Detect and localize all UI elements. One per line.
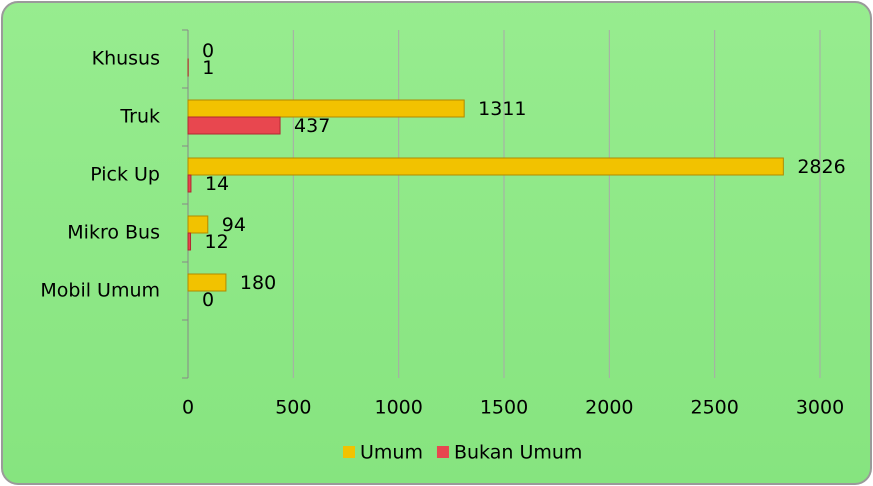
bar [187, 232, 192, 251]
y-tick-label: Mikro Bus [67, 222, 160, 244]
data-label: 12 [205, 231, 229, 253]
legend-label: Umum [360, 442, 423, 464]
data-label: 437 [294, 115, 330, 137]
x-tick-label: 500 [275, 397, 311, 419]
x-tick-label: 1500 [480, 397, 528, 419]
bar [187, 99, 465, 118]
bar [187, 215, 209, 234]
x-tick-label: 2500 [690, 397, 738, 419]
x-tick-label: 2000 [585, 397, 633, 419]
y-tick-label: Mobil Umum [40, 280, 160, 302]
data-label: 1311 [478, 98, 526, 120]
x-tick-label: 0 [182, 397, 194, 419]
y-tick-label: Khusus [92, 48, 160, 70]
data-label: 180 [240, 272, 276, 294]
y-tick-label: Pick Up [90, 164, 160, 186]
data-label: 2826 [797, 156, 845, 178]
y-tick-label: Truk [119, 106, 160, 128]
data-label: 14 [205, 173, 229, 195]
legend-label: Bukan Umum [454, 442, 582, 464]
data-label: 94 [222, 214, 246, 236]
legend-swatch [343, 446, 355, 458]
bar [187, 116, 281, 135]
data-label: 1 [202, 57, 214, 79]
data-label: 0 [202, 289, 214, 311]
x-tick-label: 1000 [374, 397, 422, 419]
data-label: 0 [202, 40, 214, 62]
bar [187, 174, 192, 193]
x-tick-label: 3000 [796, 397, 844, 419]
bar [187, 273, 227, 292]
bar [187, 157, 784, 176]
legend-swatch [436, 446, 449, 458]
